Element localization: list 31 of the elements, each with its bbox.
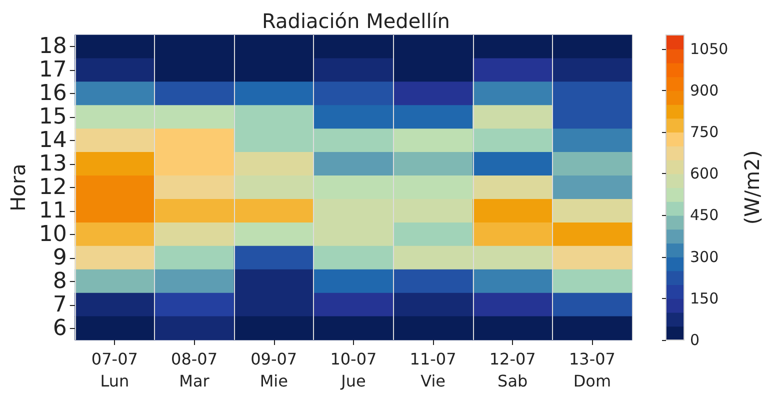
x-tick-label: 09-07 Mie (250, 350, 298, 390)
color-bar-label: 750 (690, 123, 719, 142)
x-tick-label: 11-07 Vie (410, 350, 456, 390)
y-tick-label: 11 (38, 198, 67, 224)
y-tick-label: 15 (38, 104, 67, 130)
y-tick-label: 16 (38, 81, 67, 106)
y-tick-label: 14 (38, 128, 67, 154)
y-tick-label: 17 (38, 58, 67, 83)
color-bar-label: 600 (690, 164, 719, 183)
color-bar-label: 900 (690, 81, 719, 100)
y-tick-label: 10 (38, 222, 67, 247)
color-bar-title: (W/m2) (740, 150, 764, 225)
x-tick-label: 13-07 Dom (568, 350, 616, 390)
color-bar-label: 0 (690, 331, 700, 349)
y-tick-label: 6 (52, 316, 67, 341)
chart-title: Radiación Medellín (262, 9, 450, 33)
x-tick-label: 10-07 Jue (330, 350, 377, 390)
color-bar-label: 450 (690, 206, 719, 224)
y-tick-label: 7 (52, 292, 67, 318)
color-bar-label: 150 (690, 289, 719, 308)
y-axis-title: Hora (6, 164, 30, 212)
y-tick-label: 12 (38, 175, 67, 200)
x-tick-label: 12-07 Sab (489, 350, 536, 390)
y-tick-label: 9 (52, 245, 67, 270)
x-tick-label: 08-07 Mar (171, 350, 218, 390)
y-tick-label: 8 (52, 268, 67, 294)
y-tick-label: 13 (38, 152, 67, 177)
color-bar-label: 1050 (690, 40, 728, 58)
color-bar-label: 300 (690, 248, 719, 266)
x-tick-label: 07-07 Lun (91, 350, 138, 390)
y-tick-label: 18 (38, 34, 67, 60)
